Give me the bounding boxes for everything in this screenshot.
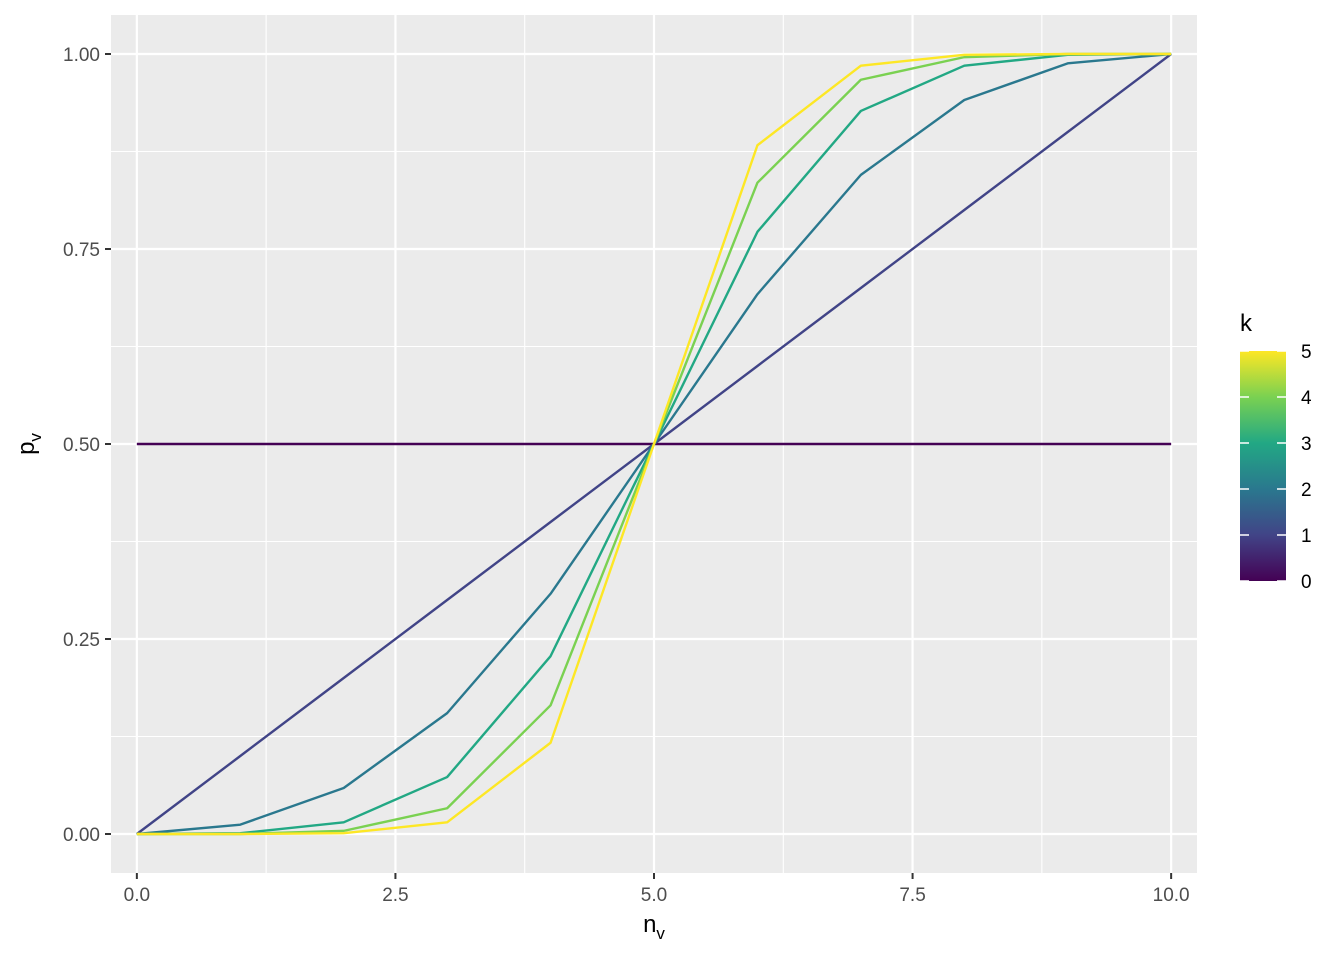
legend-colorbar [1240,351,1286,581]
y-tick-label: 0.50 [63,435,100,456]
y-axis-title-main: p [13,442,40,455]
x-tick-label: 0.0 [124,885,150,906]
x-tick-label: 10.0 [1153,885,1190,906]
y-tick-label: 0.00 [63,825,100,846]
y-axis: 0.00 0.25 0.50 0.75 1.00 [63,45,111,846]
y-tick-label: 1.00 [63,45,100,66]
y-axis-title-sub: v [26,433,45,442]
y-tick-label: 0.75 [63,240,100,261]
legend-ticks: 0 1 2 3 4 5 [1240,342,1312,593]
y-axis-title: pv [13,433,45,455]
legend: k 0 1 2 3 4 5 [1240,310,1312,593]
legend-label: 2 [1301,480,1312,501]
legend-label: 4 [1301,388,1312,409]
x-axis: 0.0 2.5 5.0 7.5 10.0 [124,873,1190,906]
legend-label: 1 [1301,526,1312,547]
legend-title: k [1240,310,1253,337]
x-tick-label: 7.5 [899,885,925,906]
x-axis-title-main: n [643,911,656,938]
legend-label: 0 [1301,572,1312,593]
x-axis-title-sub: v [656,924,665,943]
series-line-k5 [136,52,1172,836]
x-axis-title: nv [643,911,665,943]
legend-label: 3 [1301,434,1312,455]
y-tick-label: 0.25 [63,630,100,651]
x-tick-label: 2.5 [382,885,408,906]
series-lines [136,52,1172,836]
x-tick-label: 5.0 [641,885,667,906]
legend-label: 5 [1301,342,1312,363]
